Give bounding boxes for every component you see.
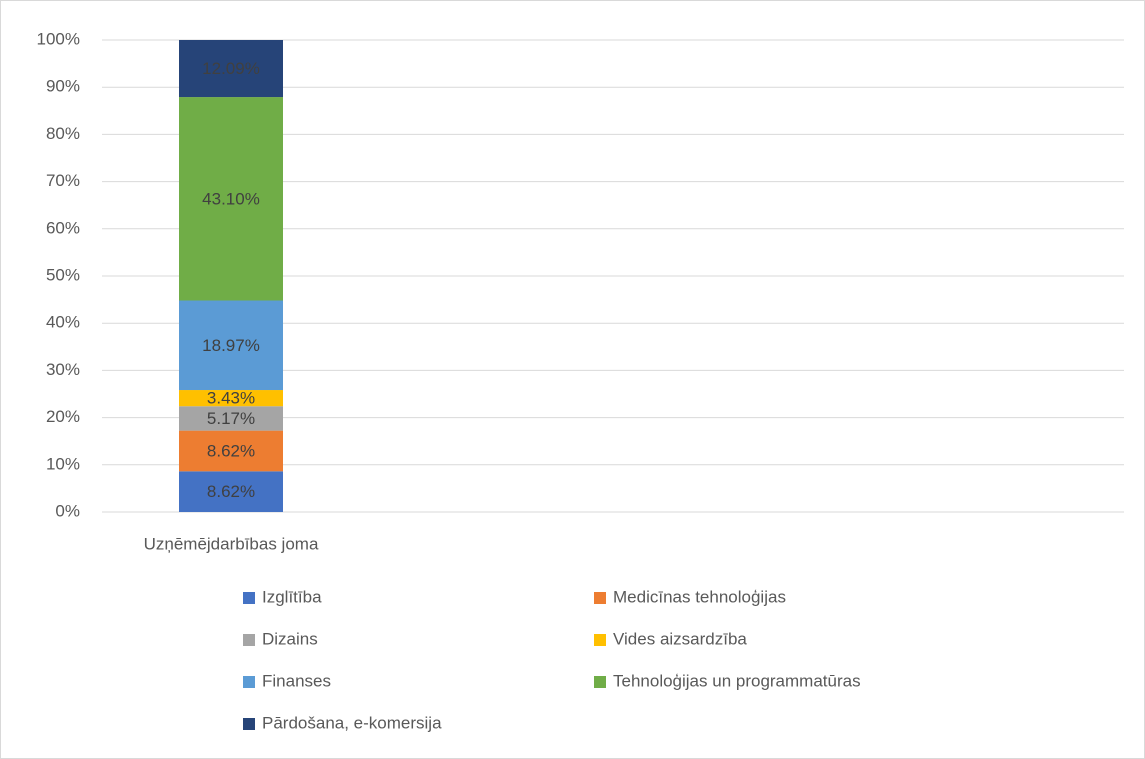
- legend-swatch: [594, 676, 606, 688]
- value-label: 18.97%: [202, 336, 260, 355]
- bar-segment: [179, 471, 283, 512]
- legend-label: Medicīnas tehnoloģijas: [613, 587, 786, 606]
- legend-label: Dizains: [262, 629, 318, 648]
- y-tick-label: 60%: [46, 218, 80, 237]
- legend-swatch: [594, 634, 606, 646]
- legend-swatch: [243, 634, 255, 646]
- y-tick-label: 100%: [37, 29, 80, 48]
- y-tick-label: 20%: [46, 407, 80, 426]
- y-tick-label: 80%: [46, 124, 80, 143]
- bar-segment: [179, 300, 283, 391]
- value-label: 8.62%: [207, 441, 255, 460]
- legend-swatch: [243, 718, 255, 730]
- x-tick-label: Uzņēmējdarbības joma: [144, 534, 319, 553]
- value-label: 3.43%: [207, 389, 255, 408]
- legend-label: Pārdošana, e-komersija: [262, 713, 442, 732]
- legend-swatch: [243, 592, 255, 604]
- legend-label: Vides aizsardzība: [613, 629, 747, 648]
- y-tick-label: 30%: [46, 360, 80, 379]
- legend-swatch: [594, 592, 606, 604]
- value-label: 43.10%: [202, 189, 260, 208]
- value-label: 12.09%: [202, 59, 260, 78]
- value-label: 8.62%: [207, 482, 255, 501]
- bar-segment: [179, 430, 283, 472]
- y-tick-label: 0%: [55, 501, 80, 520]
- y-tick-label: 90%: [46, 77, 80, 96]
- y-tick-label: 10%: [46, 454, 80, 473]
- y-tick-label: 50%: [46, 265, 80, 284]
- y-tick-label: 40%: [46, 313, 80, 332]
- bar-segment: [179, 390, 283, 407]
- bar-segment: [179, 40, 283, 98]
- y-tick-label: 70%: [46, 171, 80, 190]
- bar-segment: [179, 406, 283, 431]
- legend-swatch: [243, 676, 255, 688]
- legend-label: Finanses: [262, 671, 331, 690]
- value-label: 5.17%: [207, 409, 255, 428]
- legend-label: Izglītība: [262, 587, 322, 606]
- bar-segment: [179, 97, 283, 301]
- legend-label: Tehnoloģijas un programmatūras: [613, 671, 861, 690]
